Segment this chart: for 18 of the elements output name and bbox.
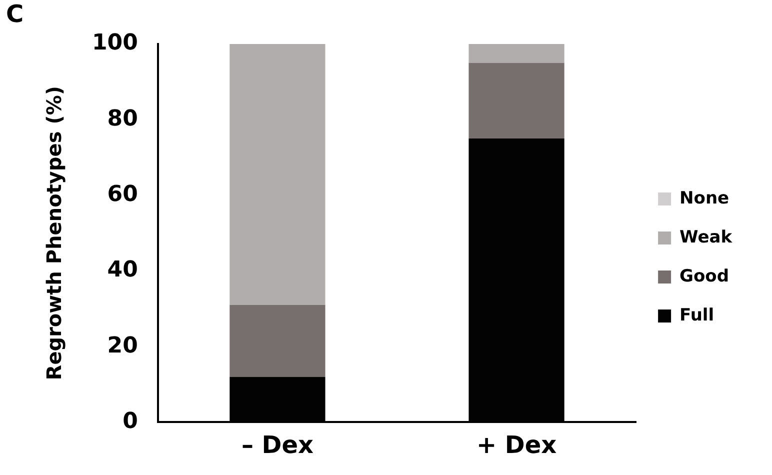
- y-axis-title: Regrowth Phenotypes (%): [42, 86, 66, 380]
- y-tick-label: 100: [92, 30, 138, 56]
- legend-label: None: [680, 188, 730, 208]
- y-tick-label: 0: [122, 408, 138, 434]
- bar: [230, 44, 326, 305]
- bar: [468, 44, 564, 63]
- y-tick-label: 40: [107, 258, 138, 283]
- y-tick-label: 60: [107, 182, 138, 207]
- legend-label: Good: [680, 266, 730, 286]
- legend-label: Weak: [680, 227, 733, 248]
- y-tick-label: 20: [107, 333, 138, 358]
- bar: [468, 62, 564, 139]
- x-tick-label: – Dex: [241, 430, 314, 459]
- legend-label: Full: [680, 305, 714, 326]
- text: C: [6, 0, 24, 28]
- x-tick-label: + Dex: [476, 430, 558, 459]
- y-tick-label: 80: [107, 106, 138, 132]
- bar: [230, 304, 326, 377]
